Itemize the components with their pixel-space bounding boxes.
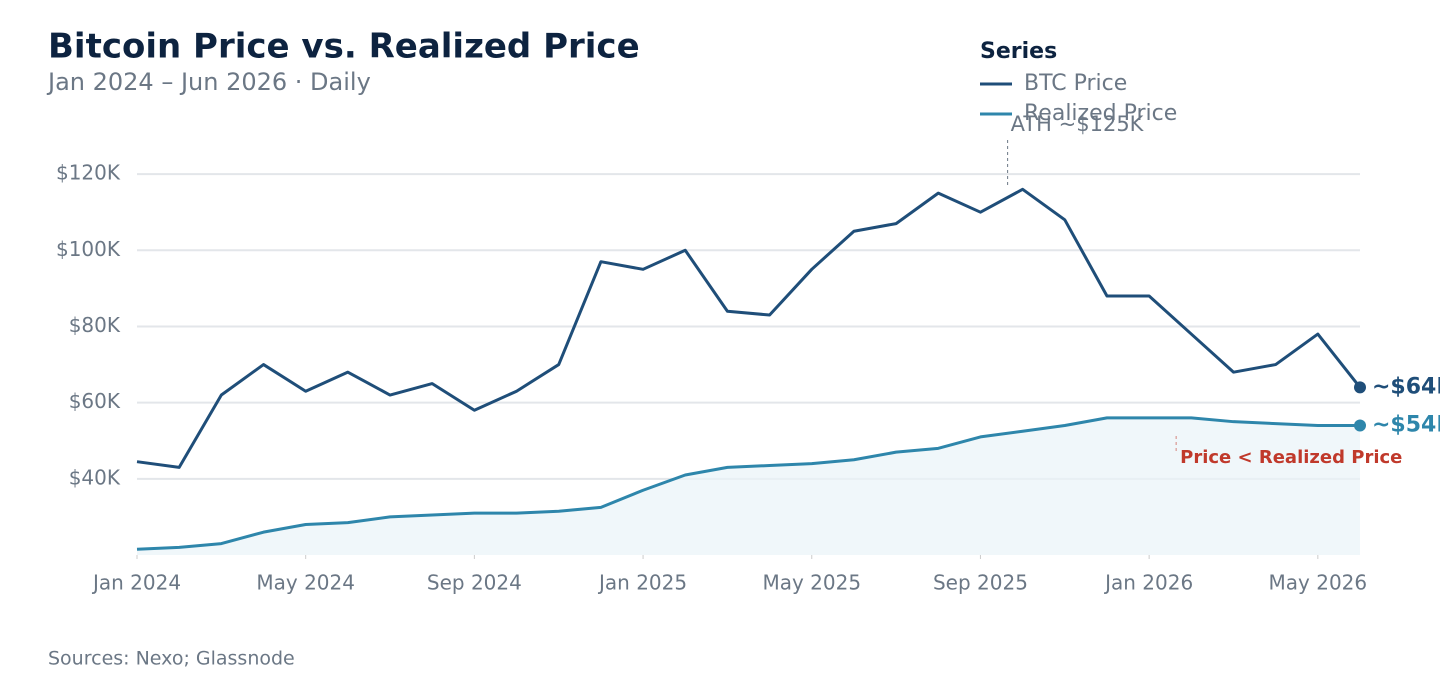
end-label: ~$54K xyxy=(1372,412,1440,437)
series-line xyxy=(136,187,1362,469)
end-dot xyxy=(1354,419,1366,432)
chart-title: Bitcoin Price vs. Realized Price xyxy=(48,27,640,67)
x-tick-label: Sep 2024 xyxy=(427,571,522,595)
x-tick-label: May 2025 xyxy=(762,571,861,595)
legend-title: Series xyxy=(980,39,1057,64)
legend-label: BTC Price xyxy=(1024,71,1127,96)
y-tick-label: $120K xyxy=(56,161,121,185)
y-tick-label: $60K xyxy=(69,389,121,413)
annotation: Price < Realized Price xyxy=(1180,447,1402,468)
x-tick-label: Sep 2025 xyxy=(933,571,1028,595)
source: Sources: Nexo; Glassnode xyxy=(48,648,295,670)
chart-subtitle: Jan 2024 – Jun 2026 · Daily xyxy=(46,68,371,96)
legend-label: Realized Price xyxy=(1024,101,1177,126)
y-tick-label: $80K xyxy=(69,313,121,337)
x-tick-label: May 2026 xyxy=(1269,571,1368,595)
x-tick-label: May 2024 xyxy=(256,571,355,595)
annotation: ATH ~$125K xyxy=(1011,112,1145,136)
x-tick-label: Jan 2024 xyxy=(91,571,181,595)
y-tick-label: $100K xyxy=(56,237,121,261)
area xyxy=(137,417,1360,555)
series-line xyxy=(136,416,1360,551)
x-tick-label: Jan 2025 xyxy=(597,571,687,595)
x-tick-label: Jan 2026 xyxy=(1103,571,1193,595)
y-tick-label: $40K xyxy=(69,465,121,489)
end-dot xyxy=(1354,381,1366,394)
end-label: ~$64K xyxy=(1372,374,1440,399)
